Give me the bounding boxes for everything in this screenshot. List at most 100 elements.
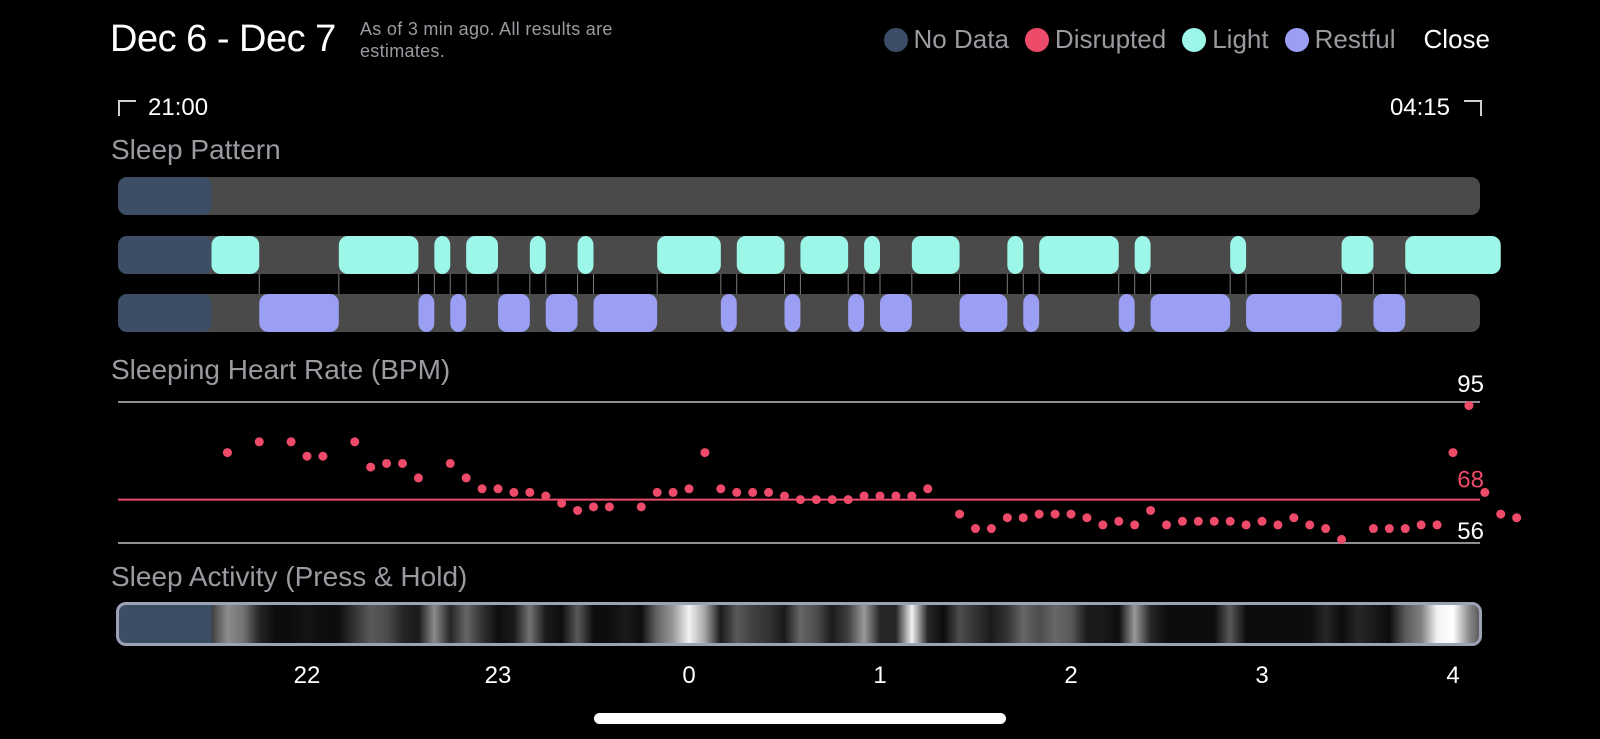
restful-swatch bbox=[1284, 27, 1309, 52]
restful-segment bbox=[848, 294, 865, 332]
heart-rate-point bbox=[700, 448, 710, 458]
light-segment bbox=[434, 236, 451, 274]
heart-rate-point bbox=[907, 491, 917, 501]
restful-segment bbox=[1246, 294, 1342, 332]
stage-rows bbox=[118, 177, 1501, 332]
heart-rate-point bbox=[1209, 516, 1219, 526]
light-segment bbox=[211, 236, 260, 274]
heart-rate-point bbox=[589, 502, 598, 512]
heart-rate-point bbox=[1432, 520, 1442, 530]
close-button[interactable]: Close bbox=[1423, 24, 1490, 54]
restful-segment bbox=[593, 294, 658, 332]
restful-segment bbox=[880, 294, 912, 332]
sleep-activity-bar[interactable] bbox=[116, 602, 1482, 646]
heart-rate-point bbox=[1416, 520, 1426, 530]
heart-rate-point bbox=[1305, 520, 1315, 530]
light-segment bbox=[657, 236, 721, 274]
heart-rate-point bbox=[445, 458, 455, 468]
restful-segment bbox=[418, 294, 435, 332]
avg-bpm-label: 68 bbox=[1457, 467, 1484, 494]
heart-rate-point bbox=[636, 502, 646, 512]
page-title: Dec 6 - Dec 7 bbox=[110, 18, 336, 60]
time-tick: 2 bbox=[1064, 662, 1078, 689]
heart-rate-point bbox=[748, 487, 758, 497]
legend-item-disrupted: Disrupted bbox=[1024, 24, 1166, 55]
heart-rate-point bbox=[541, 491, 551, 501]
range-start-time: 21:00 bbox=[148, 94, 209, 121]
heart-rate-point bbox=[1018, 513, 1028, 523]
light-segment bbox=[736, 236, 785, 274]
heart-rate-point bbox=[1400, 524, 1410, 534]
estimate-note: As of 3 min ago. All results are estimat… bbox=[360, 19, 613, 61]
heart-rate-point bbox=[302, 451, 312, 461]
heart-rate-point bbox=[1177, 516, 1187, 526]
heart-rate-point bbox=[557, 498, 567, 508]
heart-rate-point bbox=[604, 502, 614, 512]
heart-rate-point bbox=[1162, 520, 1171, 530]
time-tick: 3 bbox=[1255, 662, 1269, 689]
heart-rate-point bbox=[1050, 509, 1060, 519]
light-segment bbox=[864, 236, 880, 274]
heart-rate-point bbox=[1448, 448, 1458, 458]
sleep-pattern-title: Sleep Pattern bbox=[111, 134, 281, 165]
heart-rate-point bbox=[1130, 520, 1140, 530]
light-segment bbox=[911, 236, 960, 274]
light-segment bbox=[577, 236, 594, 274]
heart-rate-point bbox=[1098, 520, 1108, 530]
heart-rate-points bbox=[222, 401, 1522, 544]
light-swatch bbox=[1182, 27, 1207, 52]
heart-rate-point bbox=[923, 484, 933, 494]
heart-rate-point bbox=[1337, 534, 1347, 544]
light-segment bbox=[1405, 236, 1501, 274]
heart-rate-point bbox=[413, 473, 423, 483]
disrupted-swatch bbox=[1024, 27, 1049, 52]
heart-rate-point bbox=[780, 491, 789, 501]
max-bpm-label: 95 bbox=[1457, 371, 1484, 398]
heart-rate-point bbox=[668, 487, 678, 497]
heart-rate-point bbox=[716, 484, 726, 494]
heart-rate-point bbox=[652, 487, 662, 497]
legend: No Data Disrupted Light Restful Close bbox=[883, 24, 1490, 55]
heart-rate-point bbox=[891, 491, 901, 501]
heart-rate-point bbox=[859, 491, 869, 501]
heart-rate-point bbox=[1321, 524, 1331, 534]
legend-label: Restful bbox=[1314, 24, 1396, 54]
light-segment bbox=[529, 236, 546, 274]
restful-segment bbox=[1118, 294, 1135, 332]
heart-rate-point bbox=[1034, 509, 1044, 519]
time-tick: 22 bbox=[293, 662, 321, 689]
heart-rate-point bbox=[1464, 401, 1474, 411]
legend-item-restful: Restful bbox=[1284, 24, 1396, 55]
restful-segment bbox=[545, 294, 578, 332]
heart-rate-point bbox=[1082, 513, 1092, 523]
heart-rate-point bbox=[843, 495, 853, 505]
heart-rate-point bbox=[1512, 513, 1522, 523]
heart-rate-point bbox=[1002, 513, 1012, 523]
restful-segment bbox=[784, 294, 801, 332]
heart-rate-point bbox=[254, 437, 264, 447]
heart-rate-point bbox=[795, 495, 805, 505]
heart-rate-point bbox=[684, 484, 694, 494]
heart-rate-point bbox=[1368, 524, 1378, 534]
time-tick: 23 bbox=[484, 662, 512, 689]
heart-rate-point bbox=[382, 458, 392, 468]
restful-segment bbox=[1023, 294, 1040, 332]
heart-rate-point bbox=[732, 487, 742, 497]
no-data-swatch bbox=[883, 27, 908, 52]
heart-rate-point bbox=[573, 505, 583, 515]
restful-segment bbox=[498, 294, 530, 332]
heart-rate-point bbox=[509, 487, 519, 497]
range-end-bracket-icon bbox=[1464, 100, 1482, 116]
home-indicator[interactable] bbox=[594, 713, 1006, 724]
heart-rate-point bbox=[986, 524, 996, 534]
heart-rate-title: Sleeping Heart Rate (BPM) bbox=[111, 354, 451, 385]
heart-rate-point bbox=[318, 451, 328, 461]
min-bpm-label: 56 bbox=[1457, 518, 1484, 545]
time-tick: 1 bbox=[873, 662, 887, 689]
time-tick: 4 bbox=[1446, 662, 1460, 689]
sleep-activity-title: Sleep Activity (Press & Hold) bbox=[111, 561, 468, 592]
restful-segment bbox=[450, 294, 467, 332]
no-data-segment bbox=[118, 236, 212, 274]
